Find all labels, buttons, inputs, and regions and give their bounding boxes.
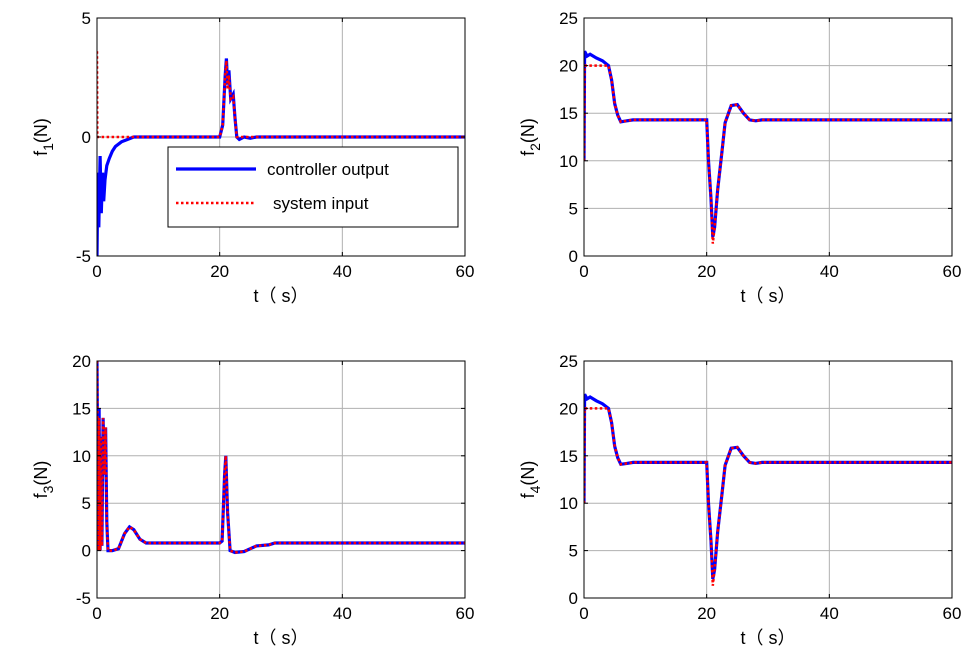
y-tick-label: 15 (72, 399, 91, 418)
y-tick-label: 0 (569, 247, 578, 266)
x-axis-label: t（ s） (253, 286, 308, 306)
x-tick-label: 0 (92, 262, 101, 281)
y-tick-label: 10 (559, 494, 578, 513)
legend: controller output system input (167, 146, 459, 228)
y-tick-label: 5 (569, 199, 578, 218)
legend-label-controller-output: controller output (267, 160, 389, 179)
y-tick-label: -5 (76, 589, 91, 608)
x-tick-label: 40 (333, 604, 352, 623)
y-tick-label: 20 (559, 399, 578, 418)
y-tick-label: 0 (82, 128, 91, 147)
x-tick-label: 40 (820, 262, 839, 281)
y-tick-label: 5 (569, 542, 578, 561)
x-tick-label: 0 (579, 262, 588, 281)
x-tick-label: 60 (943, 604, 962, 623)
x-tick-label: 20 (697, 604, 716, 623)
x-tick-label: 0 (92, 604, 101, 623)
series-controller-output (584, 50, 952, 238)
x-tick-label: 60 (943, 262, 962, 281)
y-axis-label: f3(N) (31, 461, 56, 499)
axes-frame (583, 360, 953, 599)
axes-frame (96, 360, 466, 599)
y-tick-label: 15 (559, 104, 578, 123)
y-tick-label: 20 (72, 352, 91, 371)
x-tick-label: 40 (333, 262, 352, 281)
y-tick-label: 0 (82, 542, 91, 561)
x-tick-label: 60 (456, 604, 475, 623)
y-axis-label: f2(N) (518, 118, 543, 156)
x-tick-label: 0 (579, 604, 588, 623)
x-axis-label: t（ s） (740, 628, 795, 648)
x-tick-label: 20 (210, 604, 229, 623)
y-tick-label: 20 (559, 57, 578, 76)
y-tick-label: 5 (82, 494, 91, 513)
plot-area (97, 361, 465, 598)
y-tick-label: -5 (76, 247, 91, 266)
subplot-4: 0 20 40 60 0 5 10 15 20 25 t（ s） f4(N) (518, 352, 961, 648)
y-tick-label: 0 (569, 589, 578, 608)
y-axis-label: f4(N) (518, 461, 543, 499)
x-axis-label: t（ s） (253, 628, 308, 648)
legend-label-system-input: system input (273, 194, 369, 213)
x-axis-label: t（ s） (740, 286, 795, 306)
y-tick-label: 15 (559, 447, 578, 466)
x-tick-label: 20 (210, 262, 229, 281)
series-system-input (97, 51, 465, 139)
y-axis-label: f1(N) (31, 118, 56, 156)
x-tick-label: 20 (697, 262, 716, 281)
subplot-2: 0 20 40 60 0 5 10 15 20 25 t（ s） f2(N) (518, 9, 961, 306)
y-tick-label: 5 (82, 9, 91, 28)
x-tick-label: 40 (820, 604, 839, 623)
x-tick-label: 60 (456, 262, 475, 281)
plot-area (584, 18, 952, 256)
y-tick-label: 10 (72, 447, 91, 466)
legend-box (167, 146, 459, 228)
plot-area (584, 361, 952, 598)
y-tick-label: 25 (559, 352, 578, 371)
axes-frame (583, 17, 953, 257)
y-tick-label: 10 (559, 152, 578, 171)
y-tick-label: 25 (559, 9, 578, 28)
